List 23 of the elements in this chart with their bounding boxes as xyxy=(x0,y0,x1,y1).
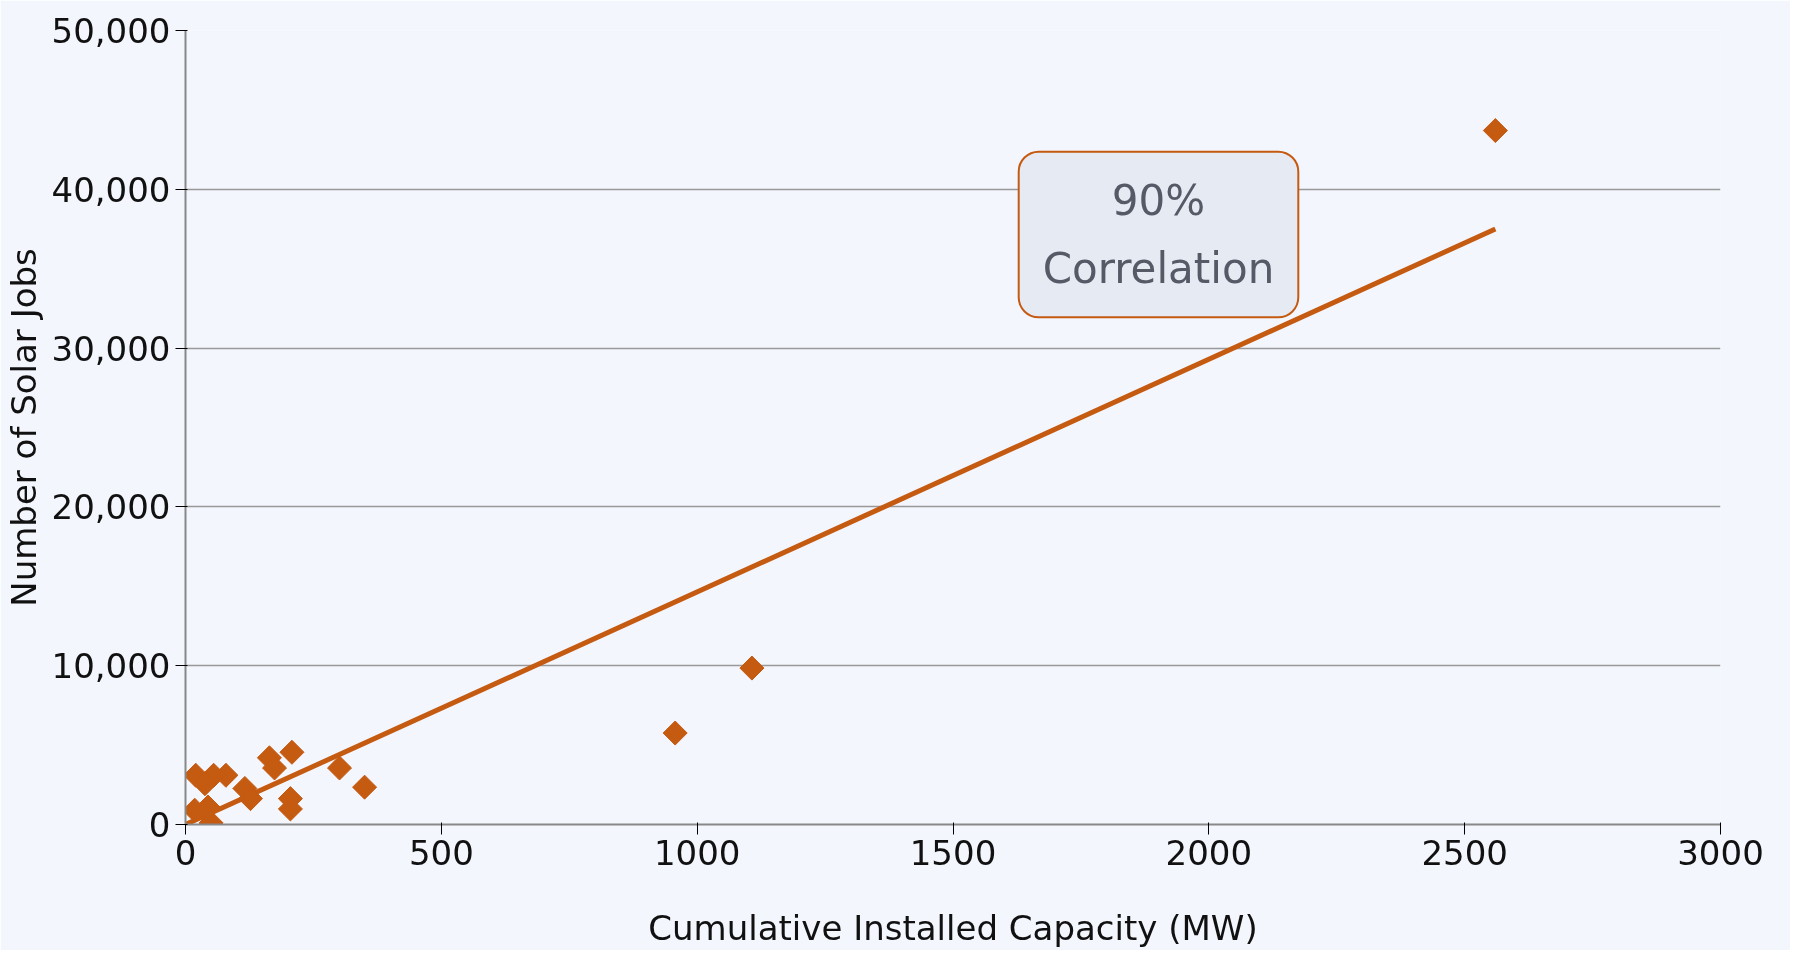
x-tick-label: 0 xyxy=(174,832,197,873)
x-tick-label: 3000 xyxy=(1677,832,1764,873)
point xyxy=(352,774,378,800)
y-tick-label: 30,000 xyxy=(51,328,171,369)
y-tick-label: 20,000 xyxy=(51,487,171,528)
point xyxy=(192,771,218,797)
x-tick-label: 1500 xyxy=(909,832,997,873)
y-tick-label: 10,000 xyxy=(51,646,171,687)
x-tick-label: 500 xyxy=(408,832,474,873)
x-tick-label: 2500 xyxy=(1421,832,1508,873)
point xyxy=(326,755,353,781)
x-axis-title: Cumulative Installed Capacity (MW) xyxy=(648,907,1258,948)
y-tick-label: 50,000 xyxy=(51,11,171,51)
x-tick-label: 2000 xyxy=(1165,832,1253,873)
point xyxy=(1482,118,1508,144)
y-axis-title: Number of Solar Jobs xyxy=(3,248,44,607)
point xyxy=(739,655,765,681)
x-tick-label: 1000 xyxy=(653,832,741,873)
point xyxy=(279,739,305,765)
point xyxy=(662,720,688,746)
annotation: 90% Correlation xyxy=(1042,175,1275,294)
y-tick-label: 40,000 xyxy=(51,169,171,210)
y-tick-label: 0 xyxy=(148,805,171,845)
